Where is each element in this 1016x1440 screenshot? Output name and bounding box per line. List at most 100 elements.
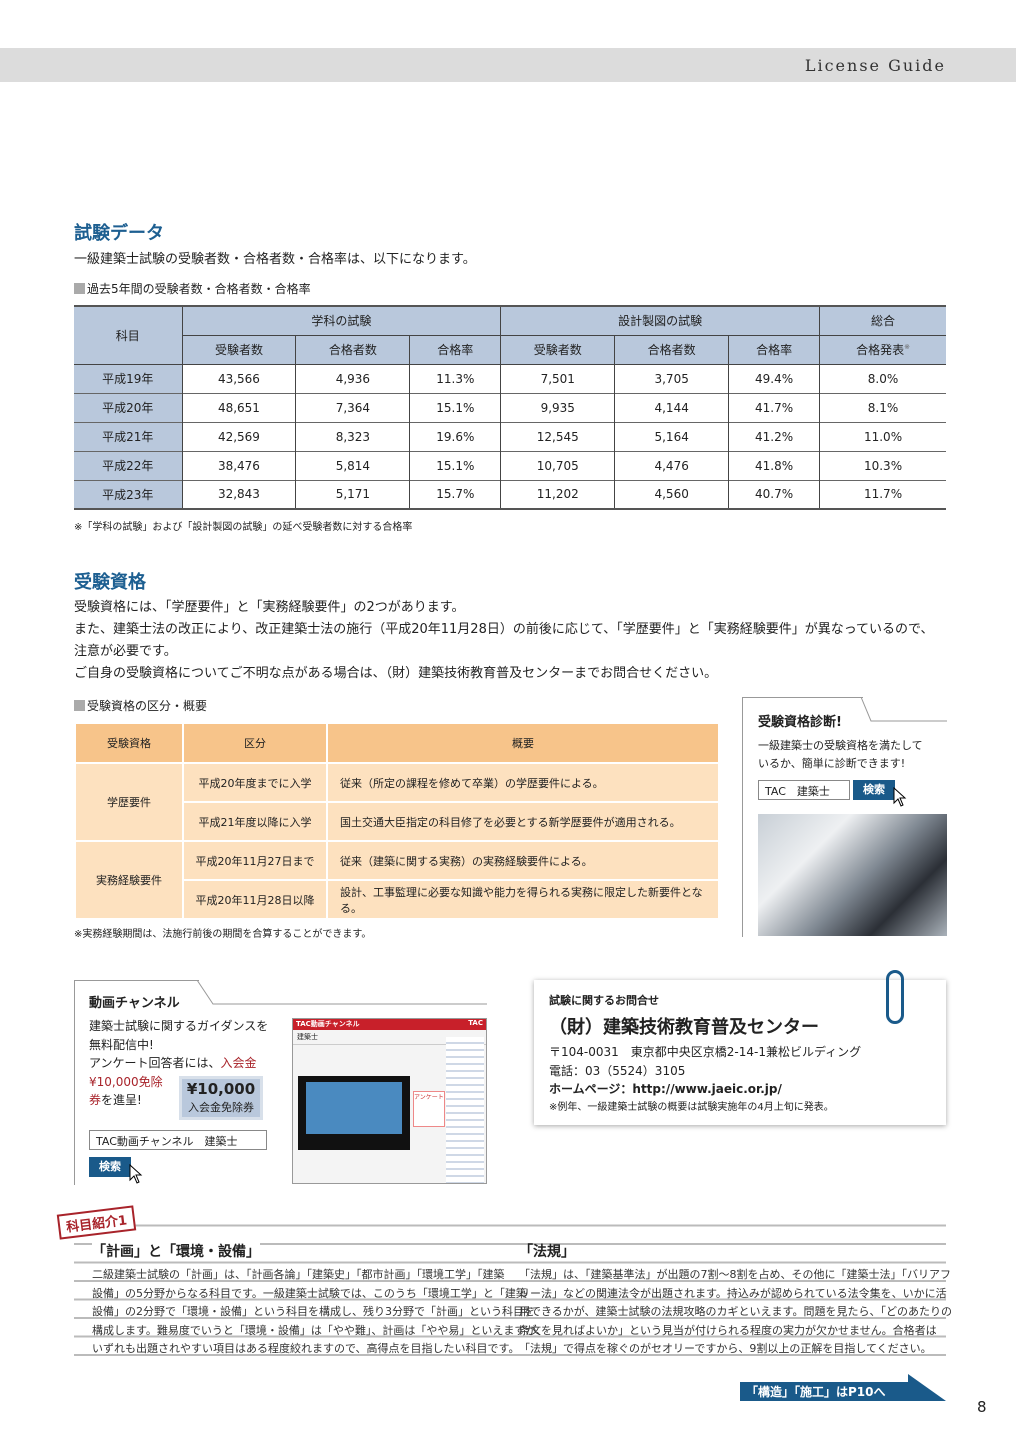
subject-right-title: 「法規」 [519, 1244, 575, 1260]
table-cell: 4,936 [295, 363, 411, 393]
summary-cell: 設計、工事監理に必要な知識や能力を得られる実務に限定した新要件となる。 [328, 881, 718, 918]
qualification-text: 受験資格には、「学歴要件」と「実務経験要件」の2つがあります。 また、建築士法の… [74, 597, 954, 685]
table-cell: 11.7% [819, 479, 946, 509]
paperclip-icon [886, 970, 904, 1024]
table-cell: 9,935 [500, 392, 616, 422]
table-cell: 11.3% [409, 363, 502, 393]
qualification-footnote: ※実務経験期間は、法施行前後の期間を合算することができます。 [74, 929, 372, 940]
table-row: 平成23年 32,843 5,171 15.7% 11,202 4,560 40.7% 11.… [74, 479, 946, 509]
contact-label: 試験に関するお問合せ [549, 994, 659, 1007]
tab-slant [197, 980, 487, 1005]
row-header: 平成22年 [74, 450, 183, 480]
header-summary: 概要 [328, 724, 718, 762]
table-cell: 41.8% [728, 450, 821, 480]
table-cell: 8,323 [295, 421, 411, 451]
table-cell: 12,545 [500, 421, 616, 451]
group-experience: 実務経験要件 [76, 842, 182, 918]
table-cell: 15.1% [409, 450, 502, 480]
subject-left-title: 「計画」と「環境・設備」 [92, 1241, 260, 1261]
qualification-table: 受験資格 区分 概要 学歴要件 平成20年度までに入学 従来（所定の課程を修めて… [74, 722, 720, 920]
header-qualification: 受験資格 [76, 724, 182, 762]
diagnosis-search-button[interactable]: 検索 [853, 780, 895, 800]
subheader: 合格率 [409, 334, 502, 365]
exam-data-title: 試験データ [74, 223, 164, 244]
paragraph: 注意が必要です。 [74, 644, 177, 659]
contact-address: 〒104-0031 東京都中央区京橋2-14-1兼松ビルディング [549, 1045, 862, 1059]
table-row: 平成22年 38,476 5,814 15.1% 10,705 4,476 41.8% 10.… [74, 450, 946, 480]
table-cell: 10,705 [500, 450, 616, 480]
page-number: 8 [977, 1398, 987, 1416]
table-cell: 49.4% [728, 363, 821, 393]
table-cell: 3,705 [614, 363, 730, 393]
tab-line [75, 980, 199, 981]
exam-statistics-table: 科目 学科の試験 設計製図の試験 総合 受験者数 合格者数 合格率 受験者数 合… [74, 305, 946, 510]
license-guide-label: License Guide [804, 56, 946, 75]
contact-phone: 電話：03（5524）3105 [549, 1063, 686, 1078]
video-channel-box: 動画チャンネル 建築士試験に関するガイダンスを 無料配信中! アンケート回答者には… [74, 980, 487, 1185]
table-cell: 4,560 [614, 479, 730, 509]
next-page-arrow[interactable] [740, 1374, 946, 1402]
table-cell: 8.1% [819, 392, 946, 422]
summary-cell: 国土交通大臣指定の科目修了を必要とする新学歴要件が適用される。 [328, 803, 718, 840]
subheader: 受験者数 [500, 334, 616, 365]
subheader: 合格者数 [614, 334, 730, 365]
summary-cell: 従来（建築に関する実務）の実務経験要件による。 [328, 842, 718, 879]
paragraph: ご自身の受験資格についてご不明な点がある場合は、（財）建築技術教育普及センターま… [74, 666, 718, 681]
table-cell: 4,476 [614, 450, 730, 480]
paragraph: また、建築士法の改正により、改正建築士法の施行（平成20年11月28日）の前後に… [74, 622, 934, 637]
next-page-link[interactable]: 「構造」「施工」はP10へ [746, 1385, 886, 1399]
header-design: 設計製図の試験 [500, 305, 821, 336]
group-education: 学歴要件 [76, 764, 182, 840]
header-band [0, 48, 1016, 82]
exam-data-intro: 一級建築士試験の受験者数・合格者数・合格率は、以下になります。 [74, 252, 476, 267]
row-header: 平成23年 [74, 479, 183, 509]
subheader: 受験者数 [182, 334, 297, 365]
cursor-icon [129, 1164, 143, 1184]
coupon-badge: ¥10,000 入会金免除券 [179, 1076, 263, 1120]
table-cell: 5,814 [295, 450, 411, 480]
table-cell: 40.7% [728, 479, 821, 509]
header-overall: 総合 [819, 305, 946, 336]
table-row: 平成19年 43,566 4,936 11.3% 7,501 3,705 49.4% 8.0% [74, 363, 946, 393]
homepage-link[interactable]: http://www.jaeic.or.jp/ [632, 1082, 782, 1096]
video-title: 動画チャンネル [89, 996, 180, 1011]
contact-org: （財）建築技術教育普及センター [549, 1017, 819, 1038]
table-cell: 5,164 [614, 421, 730, 451]
contact-box: 試験に関するお問合せ （財）建築技術教育普及センター 〒104-0031 東京都… [534, 970, 946, 1125]
table-cell: 32,843 [182, 479, 297, 509]
table-row: 平成20年 48,651 7,364 15.1% 9,935 4,144 41.7% 8.1% [74, 392, 946, 422]
qualification-table-caption: 受験資格の区分・概要 [74, 697, 207, 714]
table-cell: 11,202 [500, 479, 616, 509]
table-cell: 7,364 [295, 392, 411, 422]
category-cell: 平成20年11月27日まで [184, 842, 326, 879]
row-header: 平成19年 [74, 363, 183, 393]
table-cell: 7,501 [500, 363, 616, 393]
table-cell: 4,144 [614, 392, 730, 422]
table-cell: 5,171 [295, 479, 411, 509]
diagnosis-title: 受験資格診断! [758, 715, 842, 730]
video-search-button[interactable]: 検索 [89, 1157, 131, 1177]
table-row: 平成21年 42,569 8,323 19.6% 12,545 5,164 41.2% 11.… [74, 421, 946, 451]
tab-line [743, 697, 863, 698]
table-cell: 48,651 [182, 392, 297, 422]
category-cell: 平成20年度までに入学 [184, 764, 326, 801]
table-cell: 41.7% [728, 392, 821, 422]
subject-right-text: 「法規」は、「建築基準法」が出題の7割～8割を占め、その他に「建築士法」「バリア… [519, 1268, 952, 1355]
category-cell: 平成21年度以降に入学 [184, 803, 326, 840]
table-cell: 43,566 [182, 363, 297, 393]
table-cell: 19.6% [409, 421, 502, 451]
ruled-lines [74, 1208, 946, 1368]
contact-details: 〒104-0031 東京都中央区京橋2-14-1兼松ビルディング 電話：03（5… [549, 1043, 861, 1117]
diagnosis-search-input[interactable]: TAC 建築士 [758, 780, 850, 800]
diagnosis-box: 受験資格診断! 一級建築士の受験資格を満たして いるか、簡単に診断できます! TA… [742, 697, 947, 937]
category-cell: 平成20年11月28日以降 [184, 881, 326, 918]
table-cell: 15.1% [409, 392, 502, 422]
summary-cell: 従来（所定の課程を修めて卒業）の学歴要件による。 [328, 764, 718, 801]
subheader: 合格者数 [295, 334, 411, 365]
exam-table-footnote: ※「学科の試験」および「設計製図の試験」の延べ受験者数に対する合格率 [74, 522, 413, 533]
video-search-input[interactable]: TAC動画チャンネル 建築士 [89, 1130, 267, 1150]
subject-left-text: 二級建築士試験の「計画」は、「計画各論」「建築史」「都市計画」「環境工学」「建築… [92, 1268, 548, 1355]
table-cell: 38,476 [182, 450, 297, 480]
diagnosis-text: 一級建築士の受験資格を満たして いるか、簡単に診断できます! [758, 739, 923, 770]
table-cell: 41.2% [728, 421, 821, 451]
